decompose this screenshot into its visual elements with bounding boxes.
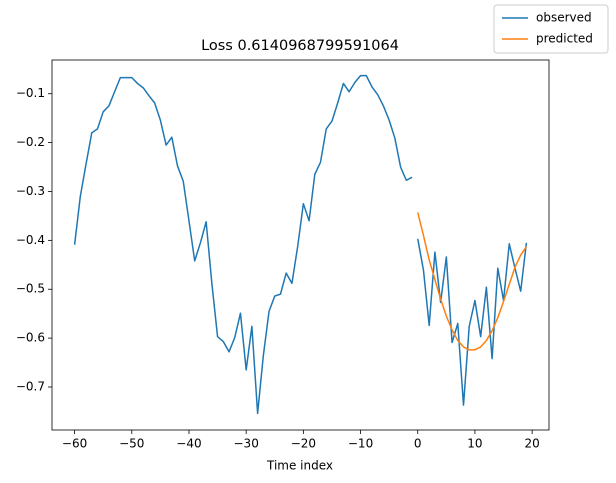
y-tick-label: −0.3 — [16, 184, 45, 198]
x-tick-label: 10 — [467, 437, 482, 451]
chart-title: Loss 0.6140968799591064 — [201, 38, 399, 54]
y-tick-label: −0.1 — [16, 86, 45, 100]
x-tick-label: −30 — [234, 437, 259, 451]
legend-label: observed — [536, 11, 592, 25]
x-tick-label: −10 — [348, 437, 373, 451]
y-tick-label: −0.5 — [16, 282, 45, 296]
x-tick-label: −50 — [119, 437, 144, 451]
plot-area — [51, 59, 550, 431]
y-tick-label: −0.2 — [16, 135, 45, 149]
x-tick-label: 0 — [414, 437, 422, 451]
y-tick-label: −0.4 — [16, 233, 45, 247]
x-tick-label: −20 — [291, 437, 316, 451]
line — [417, 238, 528, 406]
y-tick-label: −0.7 — [16, 379, 45, 393]
line — [417, 212, 528, 351]
x-axis-label: Time index — [266, 459, 333, 473]
x-tick-label: 20 — [524, 437, 539, 451]
y-tick-label: −0.6 — [16, 331, 45, 345]
line — [73, 74, 413, 415]
x-tick-label: −60 — [62, 437, 87, 451]
x-tick-label: −40 — [176, 437, 201, 451]
legend-label: predicted — [536, 32, 593, 46]
legend-box — [493, 4, 609, 54]
